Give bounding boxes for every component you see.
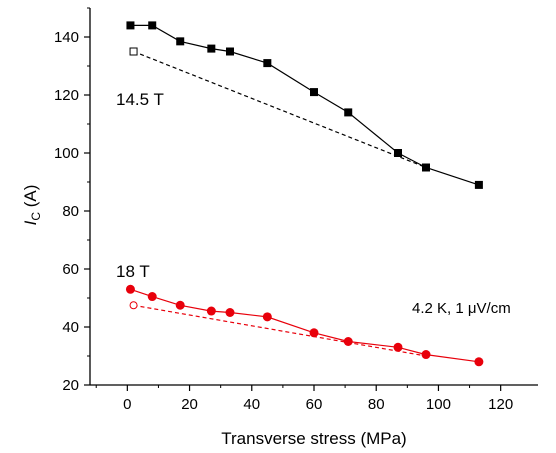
series-line bbox=[133, 50, 427, 169]
y-tick-label: 20 bbox=[62, 377, 79, 394]
series-2 bbox=[125, 284, 484, 367]
data-point bbox=[175, 300, 185, 310]
condition-prefix: 4.2 K, 1 bbox=[412, 300, 468, 317]
x-tick-label: 60 bbox=[306, 396, 323, 413]
data-point bbox=[310, 88, 318, 97]
data-point bbox=[393, 342, 403, 352]
data-point bbox=[422, 163, 430, 172]
data-point bbox=[474, 180, 483, 189]
data-point bbox=[225, 308, 235, 317]
y-tick-label: 60 bbox=[62, 261, 79, 278]
y-axis-ticks: 20 40 60 80 100 120 140 bbox=[54, 7, 90, 394]
data-point bbox=[262, 312, 272, 322]
y-tick-label: 40 bbox=[62, 319, 79, 336]
y-axis-label-unit: (A) bbox=[21, 185, 40, 212]
series-1 bbox=[129, 47, 427, 169]
data-point bbox=[125, 284, 135, 294]
data-point bbox=[474, 357, 484, 367]
data-point bbox=[148, 21, 157, 30]
x-tick-label: 80 bbox=[368, 396, 385, 413]
data-point bbox=[207, 44, 216, 53]
data-point bbox=[343, 337, 353, 346]
y-tick-label: 140 bbox=[54, 29, 79, 46]
y-tick-label: 80 bbox=[62, 203, 79, 220]
series-line bbox=[133, 304, 427, 357]
x-tick-label: 100 bbox=[426, 396, 451, 413]
data-point bbox=[126, 21, 135, 30]
data-point bbox=[206, 306, 216, 316]
y-tick-label: 120 bbox=[54, 87, 79, 104]
data-point bbox=[344, 108, 353, 117]
data-point bbox=[129, 301, 138, 310]
x-axis-ticks: 0 20 40 60 80 100 120 bbox=[95, 385, 513, 413]
y-axis-label-subscript: C bbox=[29, 212, 43, 221]
x-axis-label: Transverse stress (MPa) bbox=[221, 429, 406, 448]
data-point bbox=[421, 350, 431, 360]
data-point bbox=[147, 292, 157, 302]
series-0 bbox=[126, 21, 483, 189]
y-tick-label: 100 bbox=[54, 145, 79, 162]
series-layer bbox=[125, 21, 484, 367]
data-point bbox=[176, 37, 185, 46]
annotation-14-5-t: 14.5 T bbox=[116, 90, 164, 109]
series-3 bbox=[129, 301, 427, 357]
data-point bbox=[226, 47, 234, 56]
data-point bbox=[309, 328, 319, 338]
x-tick-label: 20 bbox=[181, 396, 198, 413]
y-axis-label-symbol: I bbox=[21, 220, 40, 225]
condition-suffix: V/cm bbox=[477, 300, 511, 317]
annotation-18-t: 18 T bbox=[116, 262, 150, 281]
x-tick-label: 0 bbox=[123, 396, 131, 413]
data-point bbox=[394, 149, 402, 157]
x-tick-label: 120 bbox=[488, 396, 513, 413]
annotation-condition: 4.2 K, 1 μV/cm bbox=[412, 300, 511, 317]
data-point bbox=[129, 47, 138, 56]
y-axis-label: IC (A) bbox=[21, 185, 43, 226]
data-point bbox=[263, 59, 272, 68]
series-line bbox=[130, 24, 480, 186]
x-tick-label: 40 bbox=[243, 396, 260, 413]
condition-mu: μ bbox=[468, 300, 477, 317]
